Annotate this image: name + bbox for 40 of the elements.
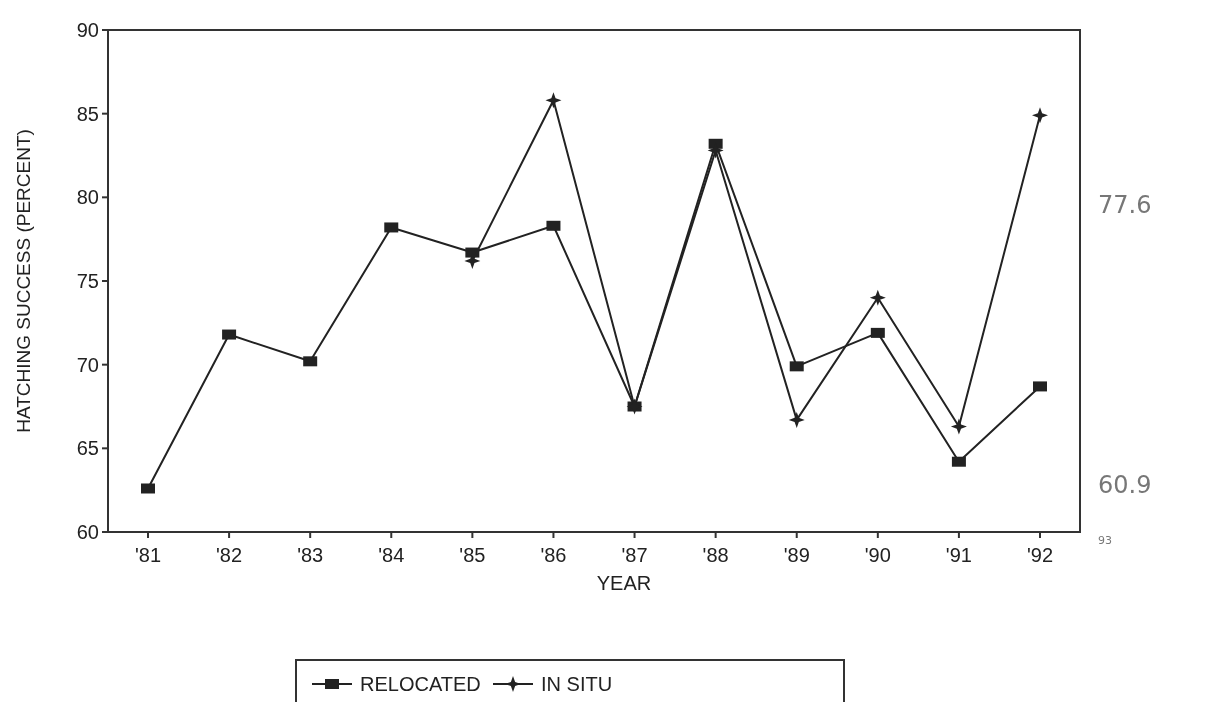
point xyxy=(789,361,804,372)
y-axis-title: HATCHING SUCCESS (PERCENT) xyxy=(13,129,34,433)
point xyxy=(545,92,562,109)
text: 60.9 xyxy=(1098,471,1152,499)
x-axis-title: YEAR xyxy=(596,572,652,594)
y-tick-label: 80 xyxy=(76,186,99,209)
point xyxy=(788,411,805,428)
x-tick-label: '83 xyxy=(297,544,324,566)
legend-label: IN SITU xyxy=(541,673,613,695)
x-tick-label: '88 xyxy=(702,544,729,566)
y-tick-label: 75 xyxy=(76,270,99,292)
x-tick-label: '89 xyxy=(783,544,810,566)
y-tick-label: 65 xyxy=(76,437,99,460)
point xyxy=(222,329,237,340)
point xyxy=(951,456,966,467)
x-tick-label: '86 xyxy=(540,544,567,566)
point xyxy=(869,289,886,306)
x-tick-label: '85 xyxy=(459,544,486,566)
point xyxy=(384,222,399,233)
y-tick-label: 70 xyxy=(76,353,99,376)
y-tick-label: 85 xyxy=(76,102,99,125)
text: 77.6 xyxy=(1098,191,1152,219)
x-tick-label: '91 xyxy=(945,544,972,566)
point xyxy=(303,356,318,367)
y-tick-label: 60 xyxy=(76,521,99,543)
y-tick-label: 90 xyxy=(76,19,99,41)
x-tick-label: '92 xyxy=(1026,544,1054,566)
point xyxy=(546,220,561,231)
x-tick-label: '82 xyxy=(216,544,243,566)
x-tick-label: '87 xyxy=(621,544,648,566)
text: 93 xyxy=(1098,534,1112,547)
point xyxy=(1032,107,1048,124)
point xyxy=(950,418,967,435)
point xyxy=(1033,381,1047,392)
x-tick-label: '90 xyxy=(864,544,891,566)
point xyxy=(141,483,155,494)
point xyxy=(870,327,885,338)
legend-label: RELOCATED xyxy=(360,673,481,695)
x-tick-label: '81 xyxy=(134,544,162,566)
x-tick-label: '84 xyxy=(378,544,405,566)
